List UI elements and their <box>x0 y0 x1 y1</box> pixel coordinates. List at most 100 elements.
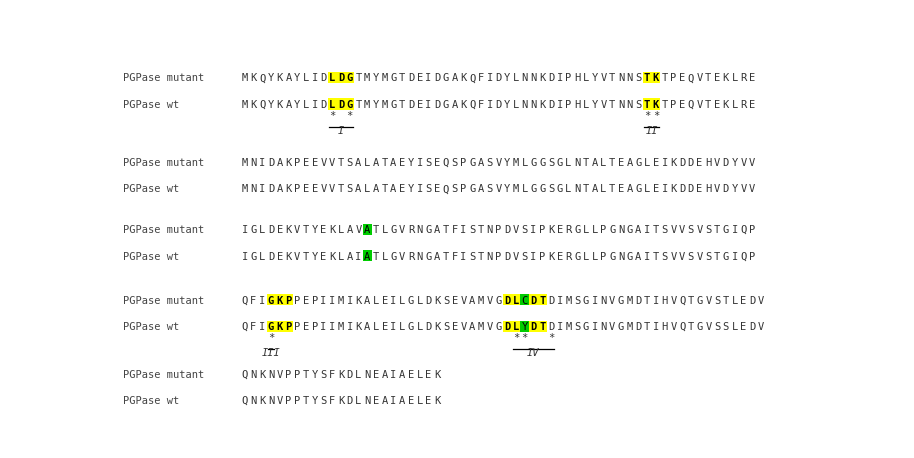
Bar <box>363 224 372 235</box>
Text: N: N <box>268 396 274 406</box>
Text: I: I <box>530 251 537 262</box>
Text: G: G <box>408 295 414 305</box>
Text: N: N <box>618 251 624 262</box>
Text: T: T <box>662 73 668 83</box>
Text: G: G <box>609 225 615 235</box>
Text: N: N <box>522 73 527 83</box>
Text: D: D <box>346 396 353 406</box>
Text: T: T <box>644 73 650 83</box>
Text: M: M <box>338 295 344 305</box>
Text: N: N <box>486 251 493 262</box>
Text: S: S <box>687 251 694 262</box>
Text: V: V <box>740 158 747 168</box>
Text: E: E <box>653 158 659 168</box>
Text: N: N <box>600 322 607 332</box>
Text: G: G <box>425 251 431 262</box>
Text: I: I <box>329 322 335 332</box>
Text: G: G <box>390 225 397 235</box>
Text: Y: Y <box>504 100 510 110</box>
Text: R: R <box>408 251 414 262</box>
Text: A: A <box>285 100 292 110</box>
Text: M: M <box>626 322 632 332</box>
Text: E: E <box>303 185 309 195</box>
Text: I: I <box>312 73 318 83</box>
Text: T: T <box>714 225 720 235</box>
Text: K: K <box>329 251 335 262</box>
Text: M: M <box>478 322 484 332</box>
Text: L: L <box>417 295 423 305</box>
Text: V: V <box>679 225 686 235</box>
Text: T: T <box>609 185 615 195</box>
Text: E: E <box>303 322 309 332</box>
Text: T: T <box>706 100 711 110</box>
Text: L: L <box>364 158 370 168</box>
Text: D: D <box>547 73 554 83</box>
Text: Y: Y <box>408 185 414 195</box>
Bar <box>643 98 652 109</box>
Text: Q: Q <box>241 295 248 305</box>
Text: K: K <box>250 73 257 83</box>
Text: Y: Y <box>312 251 318 262</box>
Bar <box>503 321 512 332</box>
Text: Q: Q <box>259 73 265 83</box>
Text: E: E <box>408 396 414 406</box>
Text: S: S <box>486 158 493 168</box>
Text: D: D <box>268 225 274 235</box>
Text: T: T <box>303 396 309 406</box>
Text: L: L <box>522 185 527 195</box>
Text: N: N <box>364 396 370 406</box>
Text: Y: Y <box>591 73 598 83</box>
Text: Y: Y <box>504 185 510 195</box>
Text: K: K <box>356 322 362 332</box>
Text: D: D <box>547 322 554 332</box>
Text: V: V <box>670 322 676 332</box>
Text: P: P <box>294 370 301 380</box>
Text: G: G <box>539 158 546 168</box>
Text: N: N <box>417 251 423 262</box>
Text: K: K <box>723 73 729 83</box>
Text: E: E <box>696 158 703 168</box>
Text: I: I <box>390 370 397 380</box>
Text: E: E <box>425 370 431 380</box>
Text: K: K <box>250 100 257 110</box>
Text: S: S <box>425 185 431 195</box>
Text: T: T <box>373 251 379 262</box>
Text: D: D <box>547 100 554 110</box>
Text: G: G <box>626 251 632 262</box>
Text: A: A <box>635 225 642 235</box>
Text: P: P <box>565 100 571 110</box>
Text: V: V <box>706 322 711 332</box>
Text: G: G <box>574 251 580 262</box>
Text: D: D <box>425 322 431 332</box>
Text: G: G <box>268 322 274 332</box>
Text: L: L <box>583 225 589 235</box>
Text: L: L <box>303 100 309 110</box>
Text: T: T <box>381 158 388 168</box>
Text: T: T <box>478 225 484 235</box>
Text: M: M <box>513 185 519 195</box>
Text: II: II <box>645 125 658 136</box>
Text: N: N <box>250 185 257 195</box>
Text: N: N <box>600 295 607 305</box>
Text: S: S <box>723 322 729 332</box>
Text: S: S <box>662 251 668 262</box>
Text: L: L <box>591 251 598 262</box>
Text: V: V <box>277 396 282 406</box>
Text: G: G <box>425 225 431 235</box>
Text: T: T <box>478 251 484 262</box>
Text: P: P <box>749 251 755 262</box>
Text: S: S <box>469 251 475 262</box>
Text: G: G <box>609 251 615 262</box>
Text: T: T <box>583 185 589 195</box>
Text: H: H <box>706 185 711 195</box>
Text: A: A <box>635 251 642 262</box>
Text: V: V <box>714 185 720 195</box>
Text: S: S <box>486 185 493 195</box>
Text: I: I <box>486 73 493 83</box>
Text: I: I <box>530 225 537 235</box>
Text: Q: Q <box>241 370 248 380</box>
Text: E: E <box>679 100 686 110</box>
Text: Y: Y <box>294 100 301 110</box>
Text: T: T <box>714 251 720 262</box>
Text: V: V <box>513 251 519 262</box>
